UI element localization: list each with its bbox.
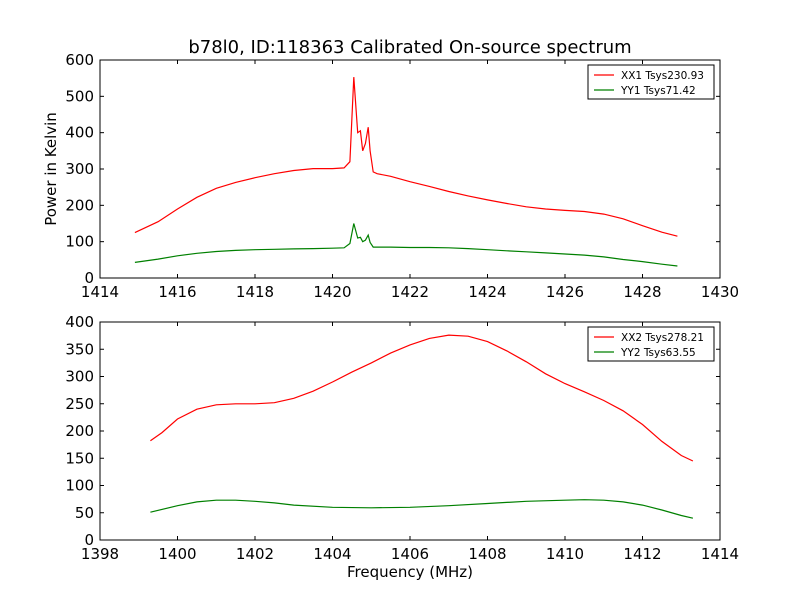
x-tick-label-2-8: 1414 — [701, 545, 739, 563]
legend-label-2-2: YY2 Tsys63.55 — [620, 347, 696, 359]
series-line-2-1 — [150, 334, 694, 462]
y-tick-label-1-0: 0 — [84, 269, 94, 287]
y-tick-label-2-1: 50 — [75, 504, 94, 522]
x-tick-label-1-2: 1418 — [236, 283, 274, 301]
x-tick-label-1-7: 1428 — [623, 283, 661, 301]
x-tick-label-1-3: 1420 — [313, 283, 351, 301]
y-tick-label-1-1: 100 — [65, 233, 94, 251]
x-tick-label-1-5: 1424 — [468, 283, 506, 301]
legend-box-2 — [587, 326, 715, 362]
legend-2: XX2 Tsys278.21 YY2 Tsys63.55 — [587, 326, 715, 362]
legend-label-1-1: XX1 Tsys230.93 — [621, 70, 704, 82]
x-tick-label-1-1: 1416 — [158, 283, 196, 301]
x-tick-label-2-4: 1406 — [391, 545, 429, 563]
y-tick-label-2-6: 300 — [65, 368, 94, 386]
y-tick-label-1-5: 500 — [65, 87, 94, 105]
x-tick-label-2-7: 1412 — [623, 545, 661, 563]
legend-label-1-2: YY1 Tsys71.42 — [620, 85, 696, 97]
x-tick-label-1-6: 1426 — [546, 283, 584, 301]
y-tick-label-2-0: 0 — [84, 531, 94, 549]
x-tick-label-2-0: 1398 — [81, 545, 119, 563]
x-tick-label-2-3: 1404 — [313, 545, 351, 563]
y-tick-label-2-2: 100 — [65, 477, 94, 495]
y-tick-label-2-4: 200 — [65, 422, 94, 440]
chart-title: b78l0, ID:118363 Calibrated On-source sp… — [188, 37, 631, 58]
y-tick-label-1-2: 200 — [65, 196, 94, 214]
x-axis-label: Frequency (MHz) — [347, 563, 473, 581]
x-tick-label-2-1: 1400 — [158, 545, 196, 563]
legend-label-2-1: XX2 Tsys278.21 — [621, 332, 704, 344]
y-tick-label-2-8: 400 — [65, 313, 94, 331]
y-tick-label-2-5: 250 — [65, 395, 94, 413]
y-tick-label-2-7: 350 — [65, 340, 94, 358]
x-tick-label-1-4: 1422 — [391, 283, 429, 301]
subplot-2: 1398 1400 1402 1404 1406 1408 1410 1412 1414 0 50 1… — [65, 313, 739, 563]
x-tick-label-2-6: 1410 — [546, 545, 584, 563]
legend-box-1 — [587, 64, 715, 100]
series-line-2-2 — [150, 499, 694, 519]
y-tick-label-1-6: 600 — [65, 51, 94, 69]
y-tick-label-1-4: 400 — [65, 124, 94, 142]
series-line-1-2 — [134, 223, 678, 267]
plots: 1414 1416 1418 1420 1422 1424 1426 1428 1430 0 100… — [65, 51, 739, 563]
x-tick-label-2-5: 1408 — [468, 545, 506, 563]
x-tick-label-1-0: 1414 — [81, 283, 119, 301]
x-tick-label-2-2: 1402 — [236, 545, 274, 563]
series-line-1-1 — [134, 77, 678, 237]
y-axis-label: Power in Kelvin — [42, 112, 60, 226]
y-tick-label-2-3: 150 — [65, 449, 94, 467]
subplot-1: 1414 1416 1418 1420 1422 1424 1426 1428 1430 0 100… — [65, 51, 739, 301]
legend-1: XX1 Tsys230.93 YY1 Tsys71.42 — [587, 64, 715, 100]
y-tick-label-1-3: 300 — [65, 160, 94, 178]
x-tick-label-1-8: 1430 — [701, 283, 739, 301]
